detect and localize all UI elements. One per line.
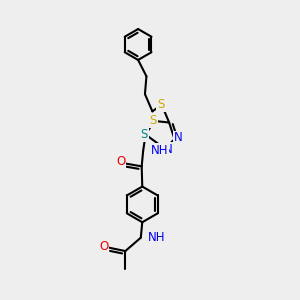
Text: O: O: [99, 239, 109, 253]
Text: NH: NH: [148, 231, 166, 244]
Text: S: S: [149, 115, 157, 128]
Text: N: N: [174, 131, 182, 144]
Text: S: S: [158, 98, 165, 111]
Text: N: N: [164, 143, 172, 156]
Text: S: S: [140, 128, 148, 141]
Text: O: O: [116, 155, 125, 168]
Text: NH: NH: [151, 144, 168, 158]
